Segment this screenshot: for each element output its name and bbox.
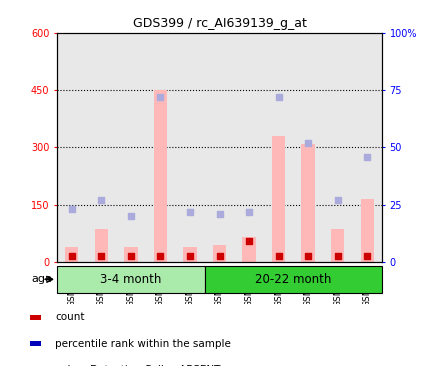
Bar (330, 229, 343, 262)
Text: 3-4 month: 3-4 month (100, 273, 161, 286)
Point (304, 140, 311, 146)
Bar (183, 247, 196, 262)
Point (275, 94, 282, 100)
Bar (322, 33, 352, 262)
Point (333, 253, 340, 259)
Point (333, 197, 340, 203)
Point (215, 253, 223, 259)
Point (156, 253, 163, 259)
Point (363, 253, 370, 259)
Title: GDS399 / rc_AI639139_g_at: GDS399 / rc_AI639139_g_at (132, 17, 306, 30)
Bar (271, 136, 285, 262)
Bar (242, 237, 255, 262)
Bar (204, 33, 234, 262)
Bar (175, 33, 204, 262)
Point (156, 94, 163, 100)
Text: 20-22 month: 20-22 month (254, 273, 331, 286)
Point (98, 197, 105, 203)
Point (245, 238, 252, 244)
Text: count: count (55, 312, 85, 322)
Point (186, 253, 193, 259)
Bar (57, 33, 86, 262)
Bar (352, 33, 381, 262)
Point (304, 253, 311, 259)
Bar (30, 315, 41, 320)
Bar (301, 143, 314, 262)
Bar (116, 33, 145, 262)
Point (68, 253, 75, 259)
Bar (153, 90, 167, 262)
Bar (360, 199, 373, 262)
Bar (234, 33, 263, 262)
Point (215, 211, 223, 217)
Bar (212, 245, 226, 262)
Point (127, 213, 134, 219)
Point (245, 209, 252, 214)
Text: value, Detection Call = ABSENT: value, Detection Call = ABSENT (55, 365, 220, 366)
Point (68, 206, 75, 212)
Bar (263, 33, 293, 262)
Bar (204, 266, 381, 293)
Bar (86, 33, 116, 262)
Bar (145, 33, 175, 262)
Bar (293, 33, 322, 262)
Point (98, 253, 105, 259)
Bar (95, 229, 108, 262)
Point (127, 253, 134, 259)
Point (186, 209, 193, 214)
Text: percentile rank within the sample: percentile rank within the sample (55, 339, 231, 348)
Point (275, 253, 282, 259)
Text: age: age (32, 274, 53, 284)
Point (363, 154, 370, 160)
Bar (30, 341, 41, 346)
Bar (124, 247, 137, 262)
Bar (65, 247, 78, 262)
Bar (57, 266, 204, 293)
